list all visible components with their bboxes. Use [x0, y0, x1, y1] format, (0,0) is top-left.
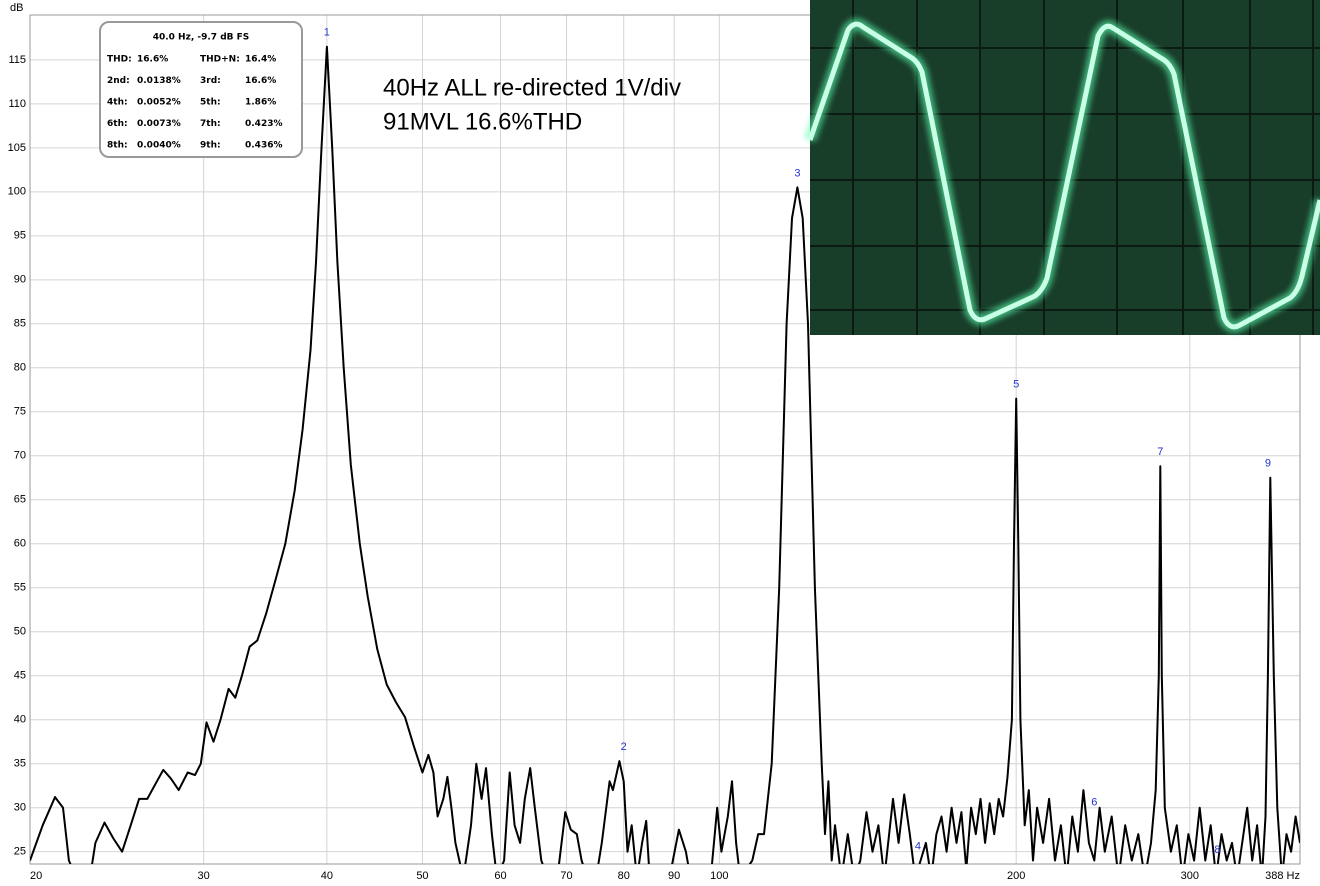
y-tick-label: 90	[14, 274, 26, 286]
harmonic-label: 3	[794, 167, 800, 179]
y-axis-label: dB	[10, 2, 23, 14]
harmonic-label: 6	[1091, 796, 1097, 808]
x-tick-label: 80	[618, 870, 630, 882]
info-title: 40.0 Hz, -9.7 dB FS	[153, 33, 250, 43]
y-tick-label: 55	[14, 582, 26, 594]
info-box: 40.0 Hz, -9.7 dB FS THD: 16.6% THD+N: 16.4%…	[99, 21, 303, 158]
y-tick-label: 40	[14, 714, 26, 726]
x-tick-label: 50	[416, 870, 428, 882]
info-cell: 5th:	[200, 98, 221, 108]
x-tick-label: 388 Hz	[1265, 870, 1300, 882]
info-cell: 2nd:	[107, 76, 130, 86]
plot-area	[30, 45, 1300, 864]
annotation: 91MVL 16.6%THD	[383, 108, 582, 135]
info-frame	[99, 21, 303, 158]
y-tick-label: 70	[14, 450, 26, 462]
x-tick-label: 20	[30, 870, 42, 882]
info-rows: THD: 16.6% THD+N: 16.4% 2nd: 0.0138% 3rd: 16.6%…	[107, 55, 283, 151]
info-cell: 1.86%	[245, 98, 276, 108]
info-cell: 0.0040%	[137, 141, 181, 151]
plot-frame	[29, 14, 1301, 865]
y-tick-label: 30	[14, 802, 26, 814]
x-tick-label: 40	[321, 870, 333, 882]
x-tick-label: 90	[668, 870, 680, 882]
info-cell: THD:	[107, 55, 132, 65]
x-tick-label: 30	[198, 870, 210, 882]
info-cell: 9th:	[200, 141, 221, 151]
y-tick-label: 50	[14, 626, 26, 638]
labels: 2530354045505560657075808590951001051101…	[8, 27, 1300, 882]
info-cell: 0.436%	[245, 141, 283, 151]
harmonic-label: 7	[1157, 446, 1163, 458]
harmonic-label: 1	[324, 27, 330, 39]
harmonic-label: 8	[1214, 844, 1220, 856]
x-tick-label: 70	[560, 870, 572, 882]
info-cell: 16.4%	[245, 55, 276, 65]
y-tick-label: 95	[14, 230, 26, 242]
harmonic-label: 4	[915, 840, 921, 852]
info-cell: 4th:	[107, 98, 128, 108]
y-tick-label: 85	[14, 318, 26, 330]
info-cell: 16.6%	[245, 76, 276, 86]
info-cell: 8th:	[107, 141, 128, 151]
info-cell: 0.0138%	[137, 76, 181, 86]
y-tick-label: 110	[8, 98, 26, 110]
annotation: 40Hz ALL re-directed 1V/div	[383, 74, 681, 101]
harmonic-label: 9	[1265, 458, 1271, 470]
info-cell: 0.0073%	[137, 119, 181, 129]
y-tick-label: 35	[14, 758, 26, 770]
scope-trace	[807, 21, 1320, 330]
y-tick-label: 100	[8, 186, 26, 198]
spectrum-line	[30, 45, 1300, 864]
x-tick-label: 60	[494, 870, 506, 882]
x-tick-label: 100	[710, 870, 728, 882]
harmonic-label: 5	[1013, 378, 1019, 390]
y-tick-label: 80	[14, 362, 26, 374]
y-tick-label: 105	[8, 142, 26, 154]
scope-grid	[810, 0, 1320, 335]
info-cell: THD+N:	[200, 55, 240, 65]
info-cell: 0.423%	[245, 119, 283, 129]
info-cell: 3rd:	[200, 76, 221, 86]
x-tick-label: 200	[1007, 870, 1025, 882]
y-tick-label: 25	[14, 846, 26, 858]
info-cell: 6th:	[107, 119, 128, 129]
x-tick-label: 300	[1181, 870, 1199, 882]
info-cell: 0.0052%	[137, 98, 181, 108]
info-cell: 16.6%	[137, 55, 168, 65]
y-tick-label: 60	[14, 538, 26, 550]
y-tick-label: 45	[14, 670, 26, 682]
harmonic-label: 2	[621, 741, 627, 753]
y-tick-label: 115	[8, 54, 26, 66]
y-tick-label: 65	[14, 494, 26, 506]
y-tick-label: 75	[14, 406, 26, 418]
info-cell: 7th:	[200, 119, 221, 129]
oscilloscope-photo	[804, 0, 1320, 335]
